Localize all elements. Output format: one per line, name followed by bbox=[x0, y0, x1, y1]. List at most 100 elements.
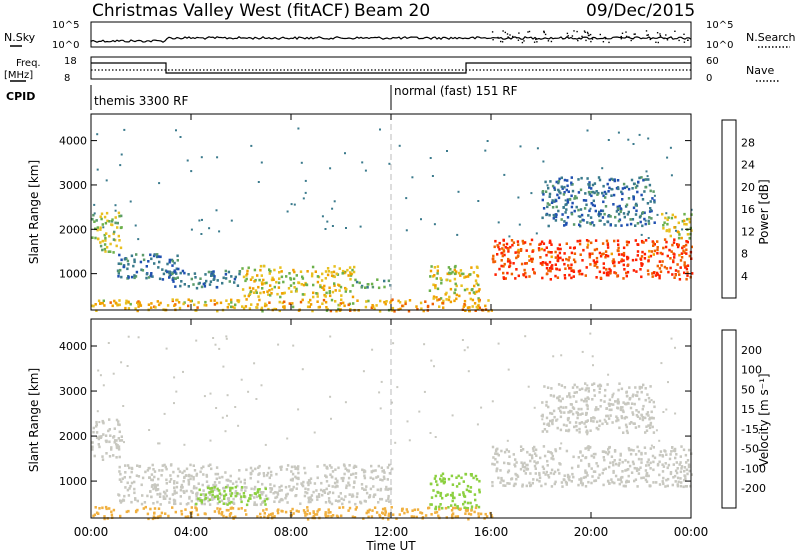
velocity-cell bbox=[512, 484, 516, 488]
velocity-cell bbox=[454, 515, 457, 518]
power-cell bbox=[310, 274, 314, 278]
power-cell bbox=[426, 305, 430, 309]
velocity-cell bbox=[227, 509, 230, 512]
power-cell bbox=[616, 275, 619, 278]
velocity-cell bbox=[491, 445, 495, 449]
velocity-cell bbox=[661, 480, 664, 483]
velocity-scatter bbox=[148, 429, 151, 431]
velocity-cell bbox=[645, 412, 648, 416]
velocity-cell bbox=[584, 456, 587, 460]
power-cell bbox=[616, 205, 619, 209]
power-cell bbox=[212, 273, 215, 276]
power-cell bbox=[101, 301, 104, 305]
power-cell bbox=[267, 307, 270, 311]
velocity-cell bbox=[577, 407, 580, 411]
power-cell bbox=[599, 254, 603, 258]
velocity-cell bbox=[382, 475, 386, 479]
power-cell bbox=[685, 248, 688, 252]
noise-search-point bbox=[683, 41, 686, 43]
velocity-cell bbox=[280, 465, 283, 469]
velocity-cell bbox=[661, 470, 665, 473]
power-cell bbox=[570, 181, 573, 185]
power-cell bbox=[665, 240, 668, 244]
velocity-scatter bbox=[112, 372, 115, 375]
power-cell bbox=[584, 274, 587, 277]
power-cell bbox=[561, 213, 564, 216]
velocity-cell bbox=[523, 466, 527, 469]
power-cell bbox=[641, 211, 645, 214]
power-cell bbox=[640, 255, 644, 258]
power-cell bbox=[262, 278, 265, 282]
velocity-cell bbox=[528, 453, 531, 456]
velocity-cell bbox=[560, 481, 564, 484]
power-cell bbox=[676, 245, 680, 249]
velocity-cell bbox=[451, 512, 455, 515]
power-cell bbox=[156, 300, 159, 303]
velocity-cell bbox=[636, 415, 640, 418]
velocity-cell bbox=[628, 448, 631, 452]
power-cell bbox=[168, 276, 171, 279]
velocity-cell bbox=[594, 408, 597, 412]
power-cell bbox=[623, 215, 626, 219]
velocity-cell bbox=[130, 467, 134, 470]
velocity-cell bbox=[101, 419, 104, 423]
velocity-cell bbox=[635, 414, 639, 417]
power-cell bbox=[198, 281, 201, 285]
power-scatter bbox=[638, 133, 641, 136]
velocity-cell bbox=[617, 418, 620, 422]
power-cell bbox=[678, 273, 681, 276]
velocity-cell bbox=[477, 515, 480, 518]
power-cell bbox=[278, 309, 281, 313]
power-cell bbox=[140, 268, 143, 272]
power-cell bbox=[370, 306, 373, 310]
power-cell bbox=[617, 207, 620, 210]
velocity-cell bbox=[119, 499, 122, 502]
power-cell bbox=[260, 281, 264, 284]
colorbar-tick-label: 12 bbox=[741, 225, 755, 238]
power-scatter bbox=[324, 228, 327, 230]
velocity-cell bbox=[236, 484, 239, 488]
power-cell bbox=[119, 262, 123, 266]
velocity-cell bbox=[146, 494, 149, 498]
power-cell bbox=[524, 275, 528, 279]
power-cell bbox=[147, 303, 151, 306]
velocity-cell bbox=[187, 502, 190, 505]
velocity-cell bbox=[242, 492, 246, 495]
power-cell bbox=[574, 195, 577, 198]
cpid-segment-1: themis 3300 RF bbox=[94, 94, 188, 108]
velocity-cell bbox=[386, 478, 389, 481]
velocity-cell bbox=[226, 484, 229, 487]
power-cell bbox=[475, 282, 478, 285]
noise-search-point bbox=[523, 40, 525, 42]
velocity-cell bbox=[690, 473, 693, 476]
velocity-scatter bbox=[396, 386, 399, 389]
noise-search-point bbox=[571, 35, 574, 37]
velocity-scatter bbox=[240, 378, 243, 381]
velocity-cell bbox=[367, 496, 371, 499]
power-cell bbox=[634, 186, 638, 189]
velocity-cell bbox=[257, 466, 260, 469]
velocity-cell bbox=[348, 493, 351, 496]
power-cell bbox=[113, 299, 116, 303]
power-cell bbox=[115, 244, 118, 248]
power-cell bbox=[611, 260, 614, 263]
power-cell bbox=[683, 219, 686, 223]
power-cell bbox=[250, 303, 253, 306]
velocity-cell bbox=[491, 462, 494, 466]
velocity-cell bbox=[612, 471, 615, 474]
power-cell bbox=[578, 242, 582, 246]
power-cell bbox=[324, 300, 328, 304]
y-tick-label: 2000 bbox=[59, 223, 87, 236]
power-cell bbox=[619, 210, 622, 213]
power-cell bbox=[677, 243, 680, 247]
nave-tick-low: 0 bbox=[706, 73, 712, 84]
velocity-cell bbox=[149, 490, 152, 493]
power-scatter bbox=[331, 207, 334, 210]
power-scatter bbox=[503, 173, 506, 176]
power-cell bbox=[472, 291, 476, 294]
velocity-cell bbox=[253, 487, 256, 491]
power-cell bbox=[152, 254, 156, 258]
velocity-cell bbox=[165, 494, 168, 498]
velocity-cell bbox=[545, 400, 548, 404]
velocity-cell bbox=[631, 411, 634, 414]
